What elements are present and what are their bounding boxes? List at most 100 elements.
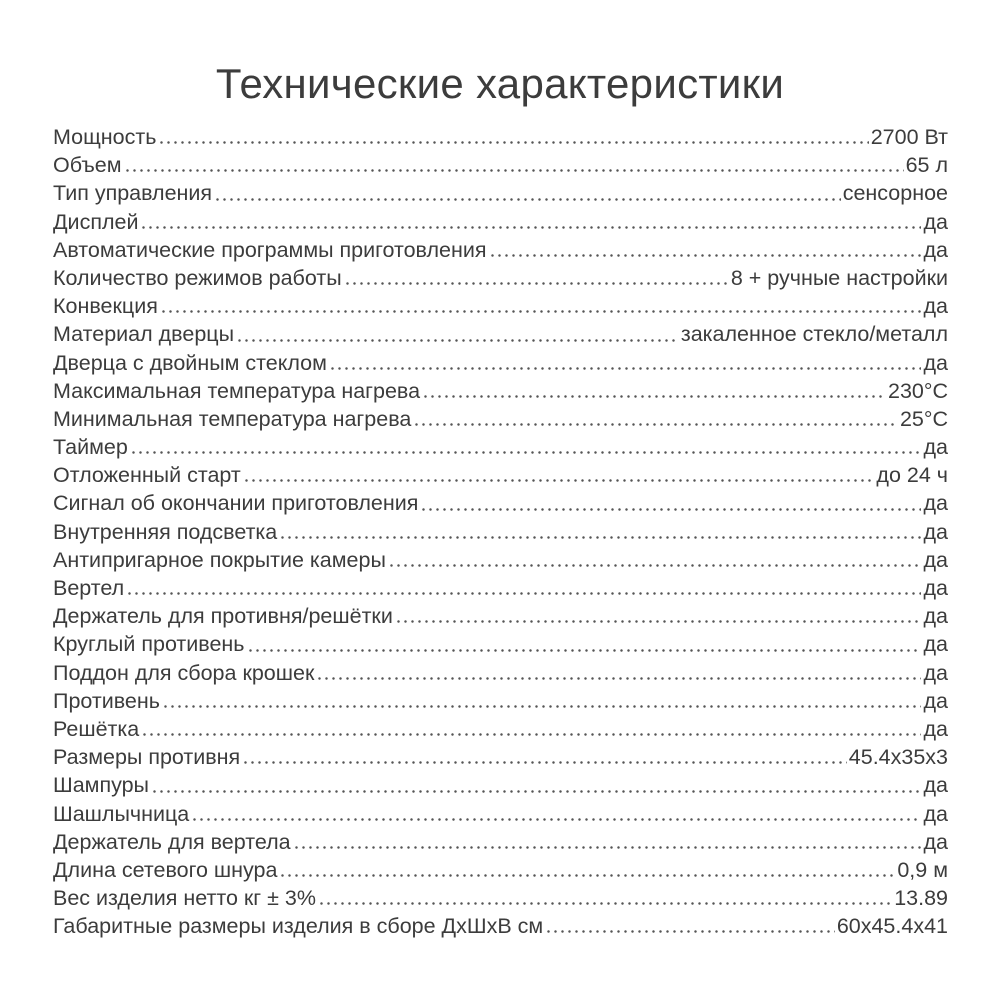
spec-value: да xyxy=(923,829,948,854)
spec-row: Дверца с двойным стеклом да xyxy=(53,349,948,377)
spec-label: Дисплей xyxy=(53,209,139,234)
spec-value: да xyxy=(923,773,948,798)
spec-value: 8 + ручные настройки xyxy=(730,265,948,290)
dot-leader xyxy=(123,169,904,173)
spec-value: 60x45.4x41 xyxy=(836,914,948,939)
spec-label: Круглый противень xyxy=(53,632,245,657)
spec-row: Вес изделия нетто кг ± 3% 13.89 xyxy=(53,884,948,912)
spec-value: да xyxy=(923,576,948,600)
spec-label: Габаритные размеры изделия в сборе ДхШхВ… xyxy=(53,914,544,939)
dot-leader xyxy=(292,845,922,849)
spec-label: Антипригарное покрытие камеры xyxy=(53,547,386,572)
spec-row: Поддон для сбора крошек да xyxy=(53,659,948,687)
spec-label: Отложенный старт xyxy=(53,463,241,488)
page-title: Технические характеристики xyxy=(215,60,785,107)
dot-leader xyxy=(126,592,922,596)
spec-label: Вес изделия нетто кг ± 3% xyxy=(53,886,316,911)
spec-value: да xyxy=(923,632,948,657)
spec-label: Минимальная температура нагрева xyxy=(53,406,412,431)
spec-row: Объем 65 л xyxy=(53,151,948,179)
spec-label: Объем xyxy=(53,153,122,178)
spec-row: Максимальная температура нагрева 230°C xyxy=(53,377,948,405)
spec-row: Материал дверцы закаленное стекло/металл xyxy=(53,320,948,348)
spec-value: да xyxy=(923,660,948,685)
spec-row: Шашлычница да xyxy=(53,800,948,828)
spec-label: Тип управления xyxy=(53,181,213,206)
spec-label: Шашлычница xyxy=(53,801,190,826)
spec-row: Отложенный старт до 24 ч xyxy=(53,461,948,489)
spec-value: да xyxy=(923,716,948,741)
spec-row: Решётка да xyxy=(53,715,948,743)
spec-label: Таймер xyxy=(53,435,128,460)
spec-label: Поддон для сбора крошек xyxy=(53,660,315,685)
spec-label: Автоматические программы приготовления xyxy=(53,237,487,262)
dot-leader xyxy=(159,310,922,314)
spec-row: Автоматические программы приготовления да xyxy=(53,236,948,264)
spec-label: Длина сетевого шнура xyxy=(53,857,278,882)
spec-label: Дверца с двойным стеклом xyxy=(53,350,327,375)
dot-leader xyxy=(246,648,922,652)
spec-label: Шампуры xyxy=(53,773,150,798)
spec-value: да xyxy=(923,604,948,629)
spec-value: да xyxy=(923,547,948,572)
spec-label: Сигнал об окончании приготовления xyxy=(53,491,419,516)
spec-value: да xyxy=(923,350,948,375)
dot-leader xyxy=(316,676,922,680)
dot-leader xyxy=(279,874,896,878)
dot-leader xyxy=(161,704,922,708)
spec-row: Конвекция да xyxy=(53,292,948,320)
spec-list: Мощность 2700 Вт Объем 65 л Тип управления се… xyxy=(53,123,948,940)
dot-leader xyxy=(129,451,922,455)
spec-row: Дисплей да xyxy=(53,208,948,236)
spec-row: Длина сетевого шнура 0,9 м xyxy=(53,856,948,884)
dot-leader xyxy=(140,225,922,229)
spec-row: Держатель для вертела да xyxy=(53,828,948,856)
spec-row: Мощность 2700 Вт xyxy=(53,123,948,151)
dot-leader xyxy=(394,620,922,624)
dot-leader xyxy=(343,282,729,286)
dot-leader xyxy=(422,394,886,398)
spec-label: Конвекция xyxy=(53,294,158,319)
dot-leader xyxy=(545,930,835,934)
spec-label: Внутренняя подсветка xyxy=(53,519,278,544)
spec-value: 65 л xyxy=(905,153,948,178)
dot-leader xyxy=(151,789,922,793)
dot-leader xyxy=(158,141,869,145)
spec-value: 2700 Вт xyxy=(870,125,948,149)
spec-value: да xyxy=(923,491,948,516)
spec-row: Таймер да xyxy=(53,433,948,461)
spec-row: Шампуры да xyxy=(53,771,948,799)
spec-label: Держатель для противня/решётки xyxy=(53,604,393,629)
spec-value: да xyxy=(923,688,948,713)
spec-value: да xyxy=(923,237,948,262)
spec-row: Держатель для противня/решётки да xyxy=(53,602,948,630)
spec-row: Габаритные размеры изделия в сборе ДхШхВ… xyxy=(53,912,948,940)
dot-leader xyxy=(328,366,922,370)
spec-row: Антипригарное покрытие камеры да xyxy=(53,546,948,574)
spec-label: Максимальная температура нагрева xyxy=(53,378,421,403)
spec-value: да xyxy=(923,435,948,460)
dot-leader xyxy=(488,253,922,257)
spec-value: 25°C xyxy=(899,406,948,431)
dot-leader xyxy=(141,733,922,737)
spec-value: закаленное стекло/металл xyxy=(680,322,948,347)
spec-value: да xyxy=(923,209,948,234)
spec-row: Количество режимов работы 8 + ручные наст… xyxy=(53,264,948,292)
spec-label: Держатель для вертела xyxy=(53,829,291,854)
spec-value: да xyxy=(923,801,948,826)
spec-row: Вертел да xyxy=(53,574,948,602)
spec-value: 230°C xyxy=(888,378,948,403)
spec-value: 0,9 м xyxy=(897,857,948,882)
dot-leader xyxy=(279,535,922,539)
spec-row: Размеры противня 45.4x35x3 xyxy=(53,743,948,771)
dot-leader xyxy=(242,761,847,765)
spec-label: Противень xyxy=(53,688,160,713)
spec-value: 13.89 xyxy=(894,886,948,911)
dot-leader xyxy=(214,197,841,201)
spec-value: 45.4x35x3 xyxy=(848,745,948,770)
spec-row: Противень да xyxy=(53,687,948,715)
dot-leader xyxy=(242,479,875,483)
spec-label: Количество режимов работы xyxy=(53,265,342,290)
spec-value: до 24 ч xyxy=(876,463,948,488)
spec-value: сенсорное xyxy=(842,181,948,206)
